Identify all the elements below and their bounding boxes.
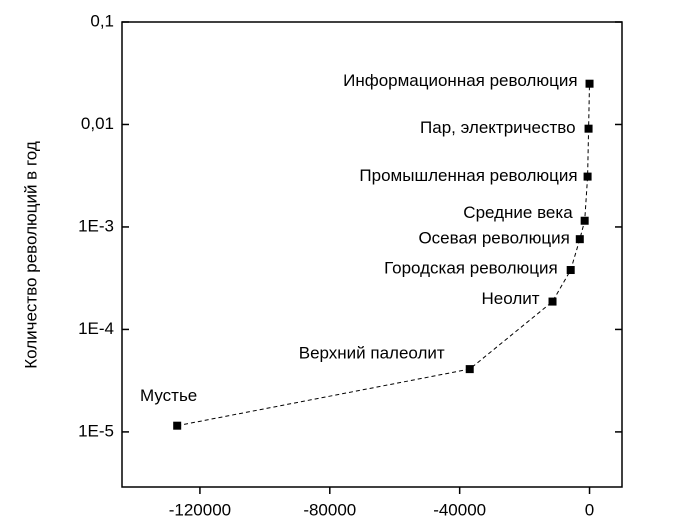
- point-label: Неолит: [482, 289, 540, 308]
- point-label: Осевая революция: [418, 229, 569, 248]
- point: [580, 216, 589, 225]
- point: [173, 421, 182, 430]
- point: [575, 235, 584, 244]
- x-tick-label: -80000: [303, 500, 356, 519]
- point-label: Верхний палеолит: [299, 344, 445, 363]
- y-tick-label: 1E-4: [78, 319, 114, 338]
- x-tick-label: -120000: [169, 500, 231, 519]
- point-label: Пар, электричество: [420, 118, 576, 137]
- trend-line: [177, 83, 590, 427]
- plot-frame: [121, 21, 623, 488]
- point-label: Городская революция: [384, 259, 558, 278]
- point: [566, 266, 575, 275]
- point: [583, 172, 592, 181]
- point-label: Мустье: [140, 386, 197, 405]
- point: [584, 124, 593, 133]
- point: [465, 365, 474, 374]
- y-axis-label: Количество революций в год: [21, 141, 40, 369]
- point: [548, 297, 557, 306]
- point: [585, 79, 594, 88]
- point-label: Средние века: [463, 203, 573, 222]
- x-tick-label: -40000: [433, 500, 486, 519]
- point-label: Информационная революция: [343, 71, 577, 90]
- y-tick-label: 1E-3: [78, 216, 114, 235]
- y-tick-label: 1E-5: [78, 421, 114, 440]
- x-tick-label: 0: [585, 500, 594, 519]
- y-tick-label: 0,1: [90, 11, 114, 30]
- point-label: Промышленная революция: [359, 166, 577, 185]
- y-tick-label: 0,01: [81, 114, 114, 133]
